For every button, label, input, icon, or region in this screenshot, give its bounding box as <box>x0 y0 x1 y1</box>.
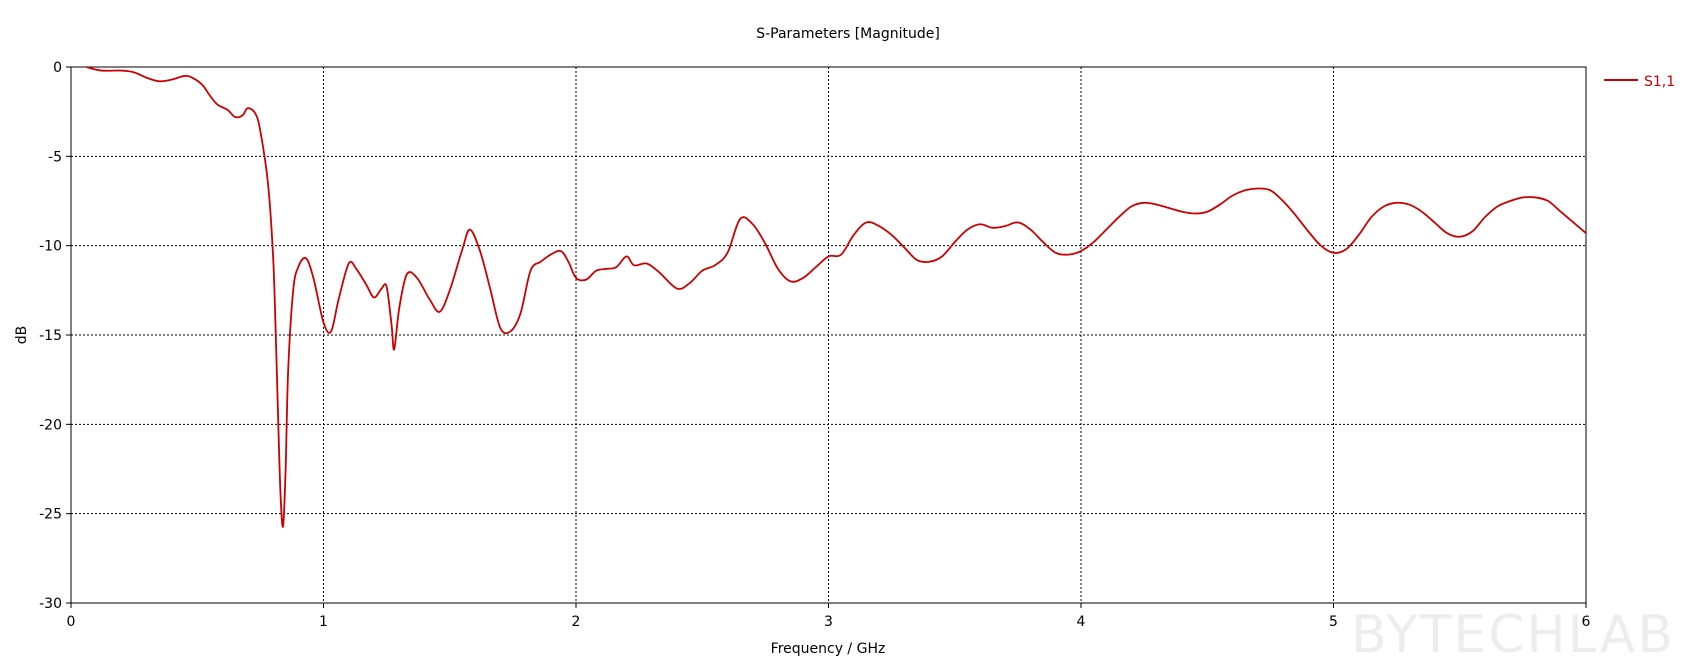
y-axis-label: dB <box>14 326 30 345</box>
chart-title: S-Parameters [Magnitude] <box>756 26 940 42</box>
y-tick-label: -25 <box>39 507 62 523</box>
y-tick-label: -30 <box>39 596 62 612</box>
x-tick-label: 1 <box>319 614 328 630</box>
x-tick-label: 6 <box>1582 614 1591 630</box>
x-tick-label: 3 <box>824 614 833 630</box>
y-tick-label: -5 <box>48 149 62 165</box>
x-axis-label: Frequency / GHz <box>771 641 886 657</box>
series-layer <box>85 66 1587 528</box>
grid-lines <box>71 67 1586 603</box>
x-tick-label: 5 <box>1329 614 1338 630</box>
legend-label-s11: S1,1 <box>1644 74 1675 90</box>
y-tick-label: 0 <box>53 60 62 76</box>
x-tick-label: 2 <box>572 614 581 630</box>
y-tick-label: -20 <box>39 417 62 433</box>
y-tick-label: -10 <box>39 239 62 255</box>
y-axis-ticks: 0 -5 -10 -15 -20 -25 -30 <box>39 60 71 612</box>
x-tick-label: 0 <box>67 614 76 630</box>
legend[interactable]: S1,1 <box>1604 74 1675 90</box>
series-line-s11 <box>85 66 1587 528</box>
x-axis-ticks: 0 1 2 3 4 5 6 <box>67 603 1591 630</box>
x-tick-label: 4 <box>1077 614 1086 630</box>
y-tick-label: -15 <box>39 328 62 344</box>
watermark-text: BYTECHLAB <box>1351 605 1675 662</box>
